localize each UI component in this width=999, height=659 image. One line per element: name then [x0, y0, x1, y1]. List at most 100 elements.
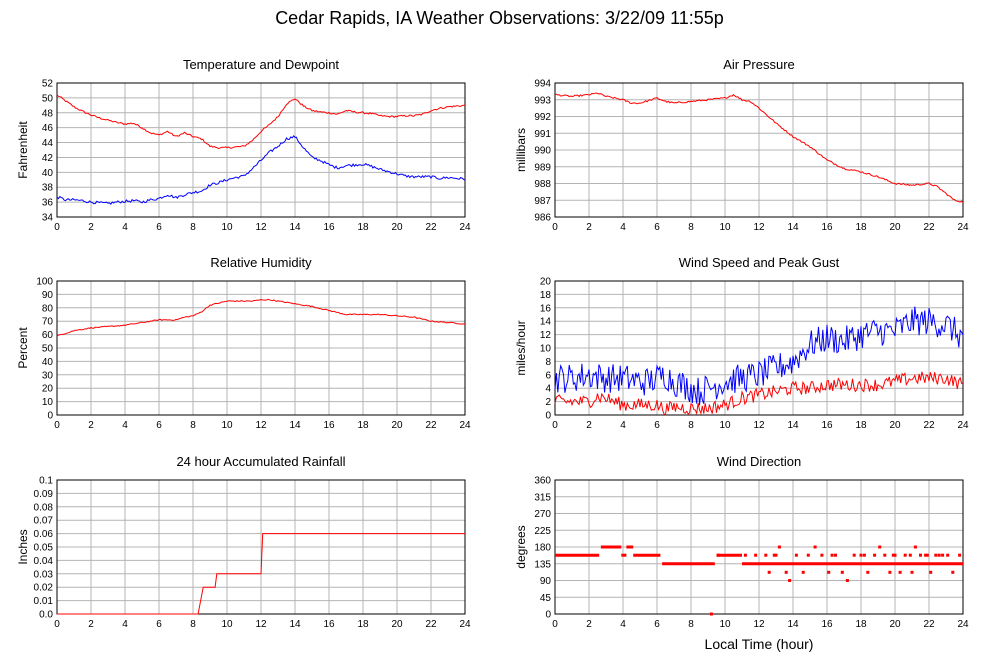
x-tick-label: 6: [156, 619, 162, 630]
chart-wind: 0 2 4 6 8 10 12 14 16 18 20 22 2402468101214161820Wi…: [514, 255, 969, 431]
series-line-red: [554, 92, 964, 203]
direction-point: [862, 553, 866, 557]
y-axis-label: miles/hour: [514, 320, 528, 375]
direction-point: [958, 553, 962, 557]
y-tick-label: 42: [42, 153, 54, 164]
y-tick-label: 40: [42, 168, 54, 179]
series-line-red: [57, 533, 465, 615]
x-tick-label: 24: [459, 222, 471, 233]
x-tick-label: 2: [586, 420, 592, 431]
direction-point: [873, 553, 877, 557]
direction-point: [801, 570, 805, 574]
x-tick-label: 4: [620, 420, 626, 431]
x-tick-label: 10: [221, 222, 233, 233]
x-tick-label: 14: [289, 222, 301, 233]
y-tick-label: 993: [534, 95, 551, 106]
x-tick-label: 10: [719, 222, 731, 233]
direction-point: [772, 553, 776, 557]
x-tick-label: 6: [654, 619, 660, 630]
y-axis-label: degrees: [514, 525, 528, 568]
y-tick-label: 0.09: [34, 489, 54, 500]
x-tick-label: 24: [957, 222, 969, 233]
direction-point: [743, 553, 747, 557]
direction-point: [859, 553, 863, 557]
x-tick-label: 16: [821, 222, 833, 233]
y-tick-label: 988: [534, 179, 551, 190]
x-tick-label: 16: [821, 619, 833, 630]
x-tick-label: 8: [190, 420, 196, 431]
y-tick-label: 80: [42, 303, 54, 314]
x-tick-label: 18: [357, 222, 369, 233]
direction-point: [941, 553, 945, 557]
direction-point: [767, 570, 771, 574]
x-tick-label: 14: [787, 222, 799, 233]
plot-frame: [554, 479, 964, 615]
x-tick-label: 22: [923, 420, 935, 431]
x-tick-label: 4: [122, 619, 128, 630]
x-tick-label: 18: [855, 420, 867, 431]
plot-frame: [56, 479, 466, 615]
x-tick-label: 0: [552, 619, 558, 630]
direction-point: [946, 553, 950, 557]
y-tick-label: 20: [540, 277, 552, 288]
x-tick-label: 4: [122, 222, 128, 233]
y-tick-label: 987: [534, 196, 551, 207]
direction-point: [845, 579, 849, 582]
direction-point: [834, 553, 837, 557]
direction-point: [806, 553, 810, 557]
x-tick-label: 22: [425, 420, 437, 431]
y-tick-label: 0: [545, 411, 551, 422]
series-line-red: [56, 94, 466, 150]
y-tick-label: 0.0: [39, 610, 53, 621]
chart-title: Wind Direction: [717, 454, 802, 469]
x-tick-label: 14: [787, 420, 799, 431]
direction-point: [934, 553, 938, 557]
x-tick-label: 0: [552, 420, 558, 431]
x-tick-label: 2: [88, 619, 94, 630]
y-tick-label: 20: [42, 384, 54, 395]
x-tick-label: 6: [654, 222, 660, 233]
chart-humidity: 0 2 4 6 8 10 12 14 16 18 20 22 240102030405060708090…: [16, 255, 471, 431]
direction-point: [924, 553, 928, 557]
direction-point: [898, 570, 902, 574]
x-tick-label: 4: [620, 222, 626, 233]
y-tick-label: 30: [42, 370, 54, 381]
y-tick-label: 0.01: [34, 596, 54, 607]
x-tick-label: 16: [323, 619, 335, 630]
chart-pressure: 0 2 4 6 8 10 12 14 16 18 20 22 249869879889899909919…: [514, 57, 969, 233]
x-tick-label: 0: [552, 222, 558, 233]
y-tick-label: 0.1: [39, 476, 53, 487]
plot-frame: [56, 82, 466, 218]
direction-point: [878, 545, 882, 549]
y-tick-label: 50: [42, 344, 54, 355]
x-tick-label: 12: [255, 222, 267, 233]
x-tick-label: 10: [221, 420, 233, 431]
direction-point: [913, 545, 917, 549]
y-axis-label: Percent: [16, 327, 30, 369]
y-tick-label: 992: [534, 112, 551, 123]
y-tick-label: 0.08: [34, 502, 54, 513]
x-tick-label: 20: [391, 222, 403, 233]
y-tick-label: 36: [42, 198, 54, 209]
direction-point: [903, 553, 907, 557]
x-tick-label: 6: [654, 420, 660, 431]
x-tick-label: 14: [787, 619, 799, 630]
y-tick-label: 0.02: [34, 583, 54, 594]
y-tick-label: 10: [42, 397, 54, 408]
x-tick-label: 4: [620, 619, 626, 630]
direction-point: [908, 553, 912, 557]
y-tick-label: 270: [534, 509, 551, 520]
y-tick-label: 52: [42, 79, 54, 90]
y-axis-label: Fahrenheit: [16, 121, 30, 179]
y-tick-label: 10: [540, 344, 552, 355]
x-tick-label: 18: [357, 619, 369, 630]
x-tick-label: 20: [391, 619, 403, 630]
y-axis-label: Inches: [16, 529, 30, 564]
direction-point: [852, 553, 856, 557]
direction-point: [883, 553, 887, 557]
y-tick-label: 50: [42, 93, 54, 104]
y-tick-label: 38: [42, 183, 54, 194]
x-tick-label: 18: [357, 420, 369, 431]
direction-point: [910, 570, 914, 574]
